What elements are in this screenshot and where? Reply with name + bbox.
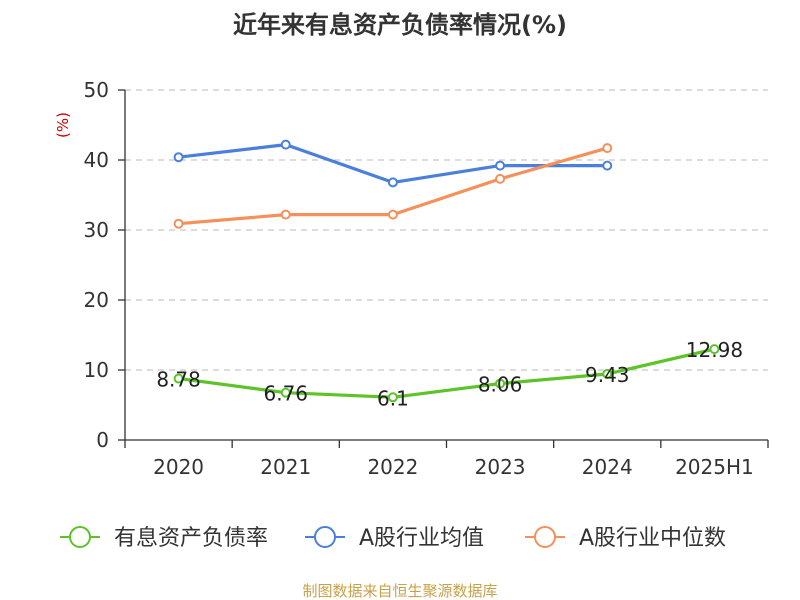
series-0-point-2023 [495, 378, 506, 389]
series-line-0 [177, 347, 717, 399]
y-tick-label-0: 0 [96, 428, 109, 452]
x-tick-label-2023: 2023 [475, 455, 526, 479]
gridlines [125, 89, 768, 371]
x-tick-label-2020: 2020 [153, 455, 204, 479]
series-2-point-2022 [387, 209, 398, 220]
x-tick-label-2022: 2022 [367, 455, 418, 479]
legend: 有息资产负债率 A股行业均值 A股行业中位数 [60, 526, 726, 551]
x-tick-label-2021: 2021 [260, 455, 311, 479]
series-1 [173, 139, 613, 188]
legend-marker-2 [534, 526, 556, 548]
series-2-point-2024 [602, 143, 613, 154]
legend-item-0: 有息资产负债率 [60, 526, 268, 551]
data-label-2022: 6.1 [377, 386, 409, 410]
source-note: 制图数据来自恒生聚源数据库 [302, 582, 497, 600]
legend-item-2: A股行业中位数 [525, 526, 726, 551]
series-2 [173, 143, 613, 229]
series-0-point-2025H1 [709, 344, 720, 355]
legend-label-2: A股行业中位数 [579, 526, 726, 551]
y-tick-label-50: 50 [84, 78, 109, 102]
data-label-2021: 6.76 [263, 382, 308, 406]
legend-label-1: A股行业均值 [359, 526, 484, 551]
legend-label-0: 有息资产负债率 [114, 526, 268, 551]
y-tick-label-30: 30 [84, 218, 109, 242]
series-0-point-2024 [602, 368, 613, 379]
legend-marker-1 [314, 526, 336, 548]
series-1-point-2021 [280, 139, 291, 150]
y-tick-label-40: 40 [84, 148, 109, 172]
series-layer [173, 139, 720, 403]
series-0-point-2020 [173, 373, 184, 384]
series-line-1 [177, 143, 609, 184]
series-1-point-2022 [387, 177, 398, 188]
series-0 [173, 344, 720, 403]
series-1-point-2020 [173, 152, 184, 163]
series-0-point-2021 [280, 387, 291, 398]
y-tick-label-20: 20 [84, 288, 109, 312]
series-2-point-2023 [495, 173, 506, 184]
y-tick-label-10: 10 [84, 358, 109, 382]
legend-marker-0 [69, 526, 91, 548]
series-1-point-2024 [602, 160, 613, 171]
series-1-point-2023 [495, 160, 506, 171]
data-label-2020: 8.78 [156, 368, 201, 392]
chart-title: 近年来有息资产负债率情况(%) [233, 11, 567, 39]
series-2-point-2021 [280, 209, 291, 220]
series-2-point-2020 [173, 218, 184, 229]
data-label-2023: 8.06 [478, 373, 523, 397]
data-label-2024: 9.43 [585, 363, 630, 387]
series-0-point-2022 [387, 392, 398, 403]
x-tick-label-2024: 2024 [582, 455, 633, 479]
axes: 0 10 20 30 40 50 2020 2021 2022 2023 2024 2025H1 [84, 78, 769, 479]
x-tick-label-2025H1: 2025H1 [675, 455, 754, 479]
y-axis-unit-label: (%) [54, 112, 72, 138]
legend-item-1: A股行业均值 [305, 526, 484, 551]
data-label-2025H1: 12.98 [686, 338, 743, 362]
data-labels: 8.78 6.76 6.1 8.06 9.43 12.98 [156, 338, 743, 410]
